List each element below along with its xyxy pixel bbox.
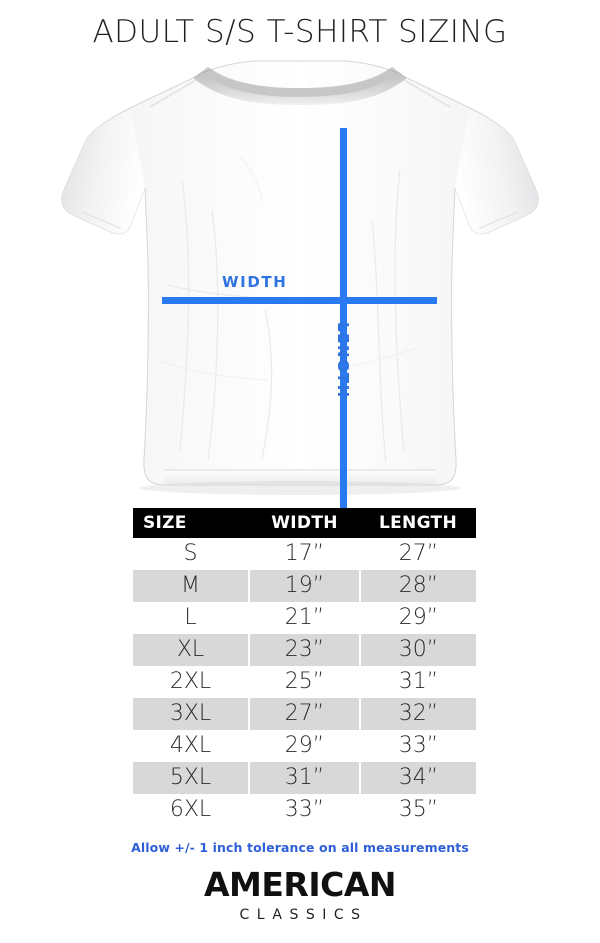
table-row: M 19” 28” bbox=[133, 570, 476, 602]
cell-length: 30” bbox=[360, 634, 476, 666]
size-chart-body: S 17” 27” M 19” 28” L 21” 29” XL 23” 30”… bbox=[133, 538, 476, 826]
table-row: 4XL 29” 33” bbox=[133, 730, 476, 762]
length-label: LENGTH bbox=[334, 322, 352, 399]
cell-size: XL bbox=[133, 634, 250, 666]
cell-length: 31” bbox=[360, 666, 476, 698]
cell-width: 19” bbox=[249, 570, 361, 602]
table-row: 5XL 31” 34” bbox=[133, 762, 476, 794]
cell-size: 2XL bbox=[133, 666, 250, 698]
brand-name-secondary: CLASSICS bbox=[239, 907, 368, 923]
column-header-length: LENGTH bbox=[360, 508, 476, 538]
page-title: ADULT S/S T-SHIRT SIZING bbox=[92, 14, 508, 50]
width-measure-line bbox=[162, 297, 437, 304]
table-row: 2XL 25” 31” bbox=[133, 666, 476, 698]
cell-size: L bbox=[133, 602, 250, 634]
cell-length: 28” bbox=[360, 570, 476, 602]
width-label: WIDTH bbox=[222, 273, 288, 291]
cell-width: 31” bbox=[249, 762, 361, 794]
length-measure-line bbox=[340, 128, 347, 558]
table-row: XL 23” 30” bbox=[133, 634, 476, 666]
tolerance-note: Allow +/- 1 inch tolerance on all measur… bbox=[131, 840, 469, 855]
table-row: 3XL 27” 32” bbox=[133, 698, 476, 730]
table-row: L 21” 29” bbox=[133, 602, 476, 634]
table-row: 6XL 33” 35” bbox=[133, 794, 476, 826]
column-header-width: WIDTH bbox=[249, 508, 360, 538]
cell-size: 3XL bbox=[133, 698, 250, 730]
cell-length: 33” bbox=[360, 730, 476, 762]
cell-size: M bbox=[133, 570, 250, 602]
table-header-row: SIZE WIDTH LENGTH bbox=[133, 508, 476, 538]
cell-width: 29” bbox=[249, 730, 361, 762]
size-chart-table: SIZE WIDTH LENGTH S 17” 27” M 19” 28” L … bbox=[133, 508, 476, 826]
cell-width: 17” bbox=[249, 538, 361, 570]
cell-width: 25” bbox=[249, 666, 361, 698]
cell-length: 34” bbox=[360, 762, 476, 794]
cell-length: 32” bbox=[360, 698, 476, 730]
table-row: S 17” 27” bbox=[133, 538, 476, 570]
cell-size: S bbox=[133, 538, 250, 570]
cell-width: 23” bbox=[249, 634, 361, 666]
brand-name-primary: AMERICAN bbox=[204, 865, 397, 904]
cell-length: 29” bbox=[360, 602, 476, 634]
cell-size: 6XL bbox=[133, 794, 250, 826]
column-header-size: SIZE bbox=[133, 508, 249, 538]
brand-logo: AMERICAN CLASSICS bbox=[0, 868, 600, 922]
cell-size: 4XL bbox=[133, 730, 250, 762]
cell-width: 27” bbox=[249, 698, 361, 730]
shirt-illustration: WIDTH LENGTH bbox=[0, 60, 600, 558]
cell-width: 21” bbox=[249, 602, 361, 634]
cell-width: 33” bbox=[249, 794, 361, 826]
cell-length: 35” bbox=[360, 794, 476, 826]
cell-length: 27” bbox=[360, 538, 476, 570]
cell-size: 5XL bbox=[133, 762, 250, 794]
tshirt-graphic bbox=[61, 60, 539, 495]
